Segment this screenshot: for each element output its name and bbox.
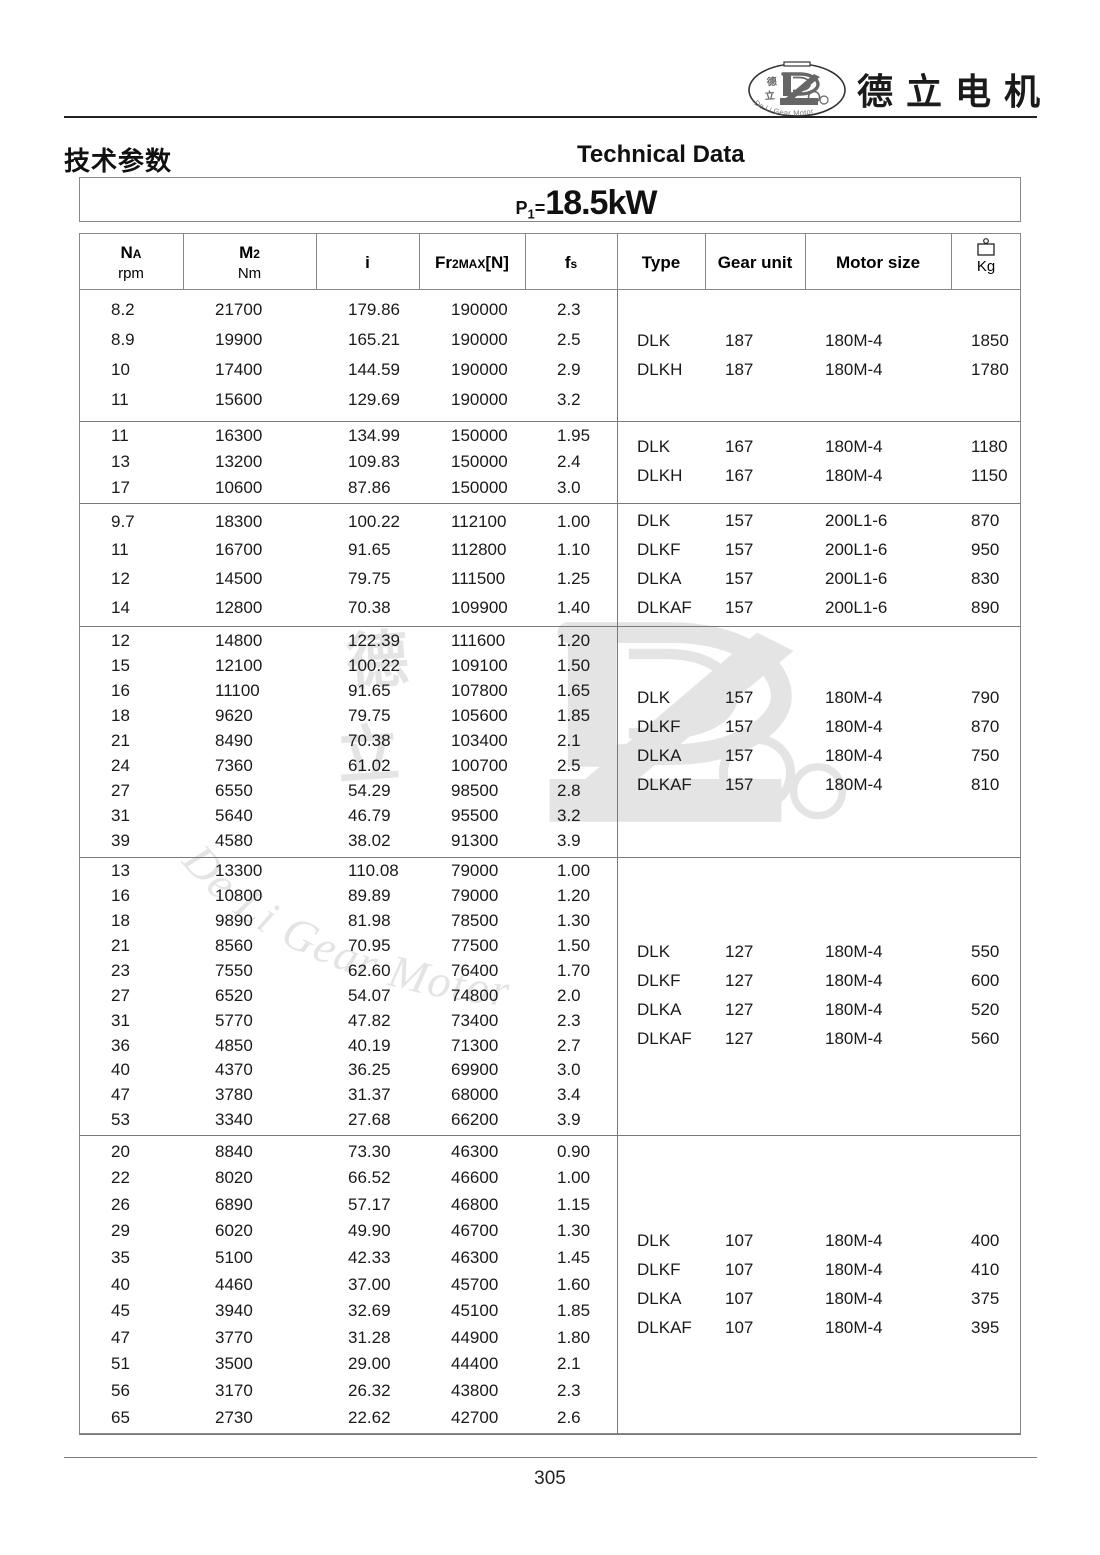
svg-text:立: 立 bbox=[764, 89, 775, 103]
svg-text:德: 德 bbox=[765, 75, 777, 89]
